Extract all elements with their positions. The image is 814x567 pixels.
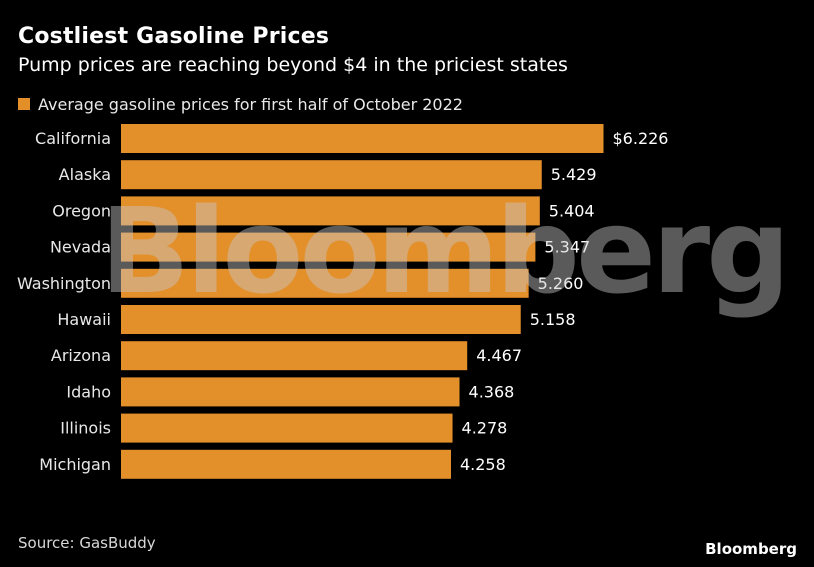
value-label: $6.226 [613, 129, 669, 148]
value-label: 5.260 [538, 274, 584, 293]
category-label: Nevada [50, 238, 111, 257]
category-label: Washington [17, 274, 111, 293]
legend-swatch [18, 98, 30, 110]
bar-oregon [121, 196, 540, 226]
value-label: 4.258 [460, 455, 506, 474]
bar-washington [121, 268, 529, 298]
value-label: 4.368 [469, 382, 515, 401]
chart-title: Costliest Gasoline Prices [18, 24, 330, 49]
legend-label: Average gasoline prices for first half o… [38, 94, 463, 114]
bar-california [121, 124, 604, 153]
category-label: Illinois [60, 419, 111, 438]
bar-illinois [121, 413, 453, 443]
chart-subtitle: Pump prices are reaching beyond $4 in th… [18, 54, 568, 76]
chart-legend: Average gasoline prices for first half o… [18, 93, 463, 115]
category-label: California [35, 129, 111, 148]
bar-hawaii [121, 305, 521, 334]
value-label: 5.347 [544, 238, 590, 257]
bar-alaska [121, 160, 542, 190]
category-label: Michigan [39, 455, 111, 474]
value-label: 4.467 [476, 346, 522, 365]
source-note: Source: GasBuddy [18, 534, 156, 552]
category-label: Oregon [52, 201, 111, 220]
bar-nevada [121, 232, 536, 262]
bar-michigan [121, 449, 451, 479]
category-label: Arizona [51, 346, 111, 365]
value-label: 5.404 [549, 201, 595, 220]
bar-arizona [121, 341, 468, 371]
value-label: 5.429 [551, 165, 597, 184]
category-label: Hawaii [57, 310, 111, 329]
value-label: 4.278 [462, 419, 508, 438]
bar-idaho [121, 377, 460, 407]
category-label: Alaska [59, 165, 111, 184]
bloomberg-logo: Bloomberg [705, 540, 797, 558]
value-label: 5.158 [530, 310, 576, 329]
category-label: Idaho [66, 382, 111, 401]
